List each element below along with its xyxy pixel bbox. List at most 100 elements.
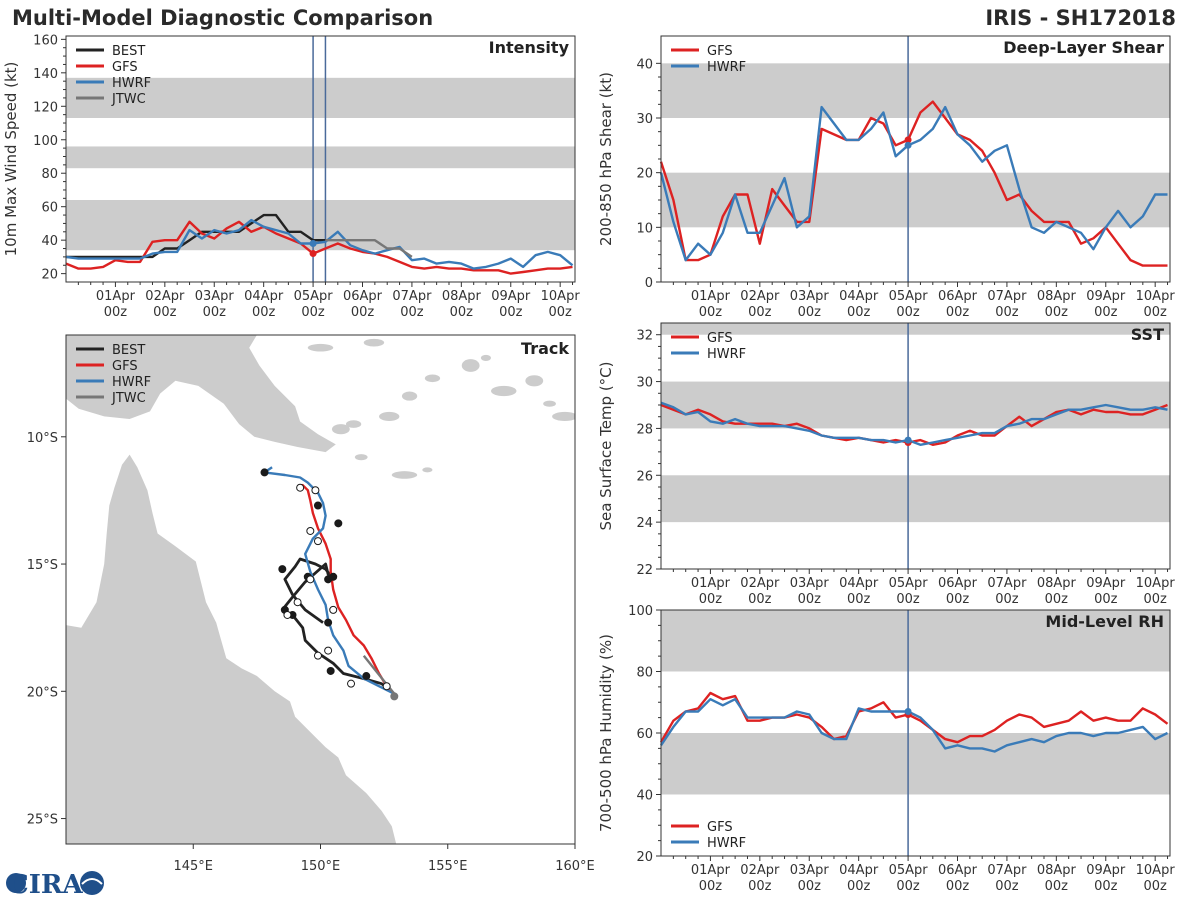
panel-title: Mid-Level RH (1045, 612, 1164, 631)
island (307, 343, 334, 352)
island (345, 420, 362, 428)
x-tick-hour: 00z (1045, 592, 1069, 607)
x-tick-day: 08Apr (442, 289, 482, 304)
lon-tick-label: 150°E (301, 859, 341, 874)
y-tick-label: 100 (628, 604, 653, 619)
series-line-gfs (65, 220, 573, 275)
y-tick-label: 20 (636, 167, 653, 182)
x-tick-hour: 00z (798, 305, 822, 320)
y-tick-label: 100 (33, 134, 58, 149)
track-marker (306, 526, 315, 535)
y-axis-label: 700-500 hPa Humidity (%) (597, 634, 615, 832)
lon-tick-label: 145°E (173, 859, 213, 874)
track-marker (329, 605, 338, 614)
legend-label: GFS (707, 331, 733, 346)
x-tick-hour: 00z (450, 305, 474, 320)
lon-tick-label: 155°E (428, 859, 468, 874)
y-tick-label: 140 (33, 67, 58, 82)
threshold-band (66, 146, 575, 169)
island (363, 338, 385, 347)
x-tick-hour: 00z (946, 592, 970, 607)
island (480, 354, 492, 361)
panel-title: Track (521, 339, 569, 358)
track-marker (334, 519, 343, 528)
x-tick-day: 09Apr (491, 289, 531, 304)
island (391, 471, 418, 479)
plot-frame (660, 609, 1171, 857)
y-tick-label: 80 (636, 666, 653, 681)
x-tick-hour: 00z (1045, 305, 1069, 320)
x-tick-day: 10Apr (541, 289, 581, 304)
plot-frame (660, 322, 1171, 570)
x-tick-hour: 00z (104, 305, 128, 320)
plot-frame (65, 35, 576, 283)
track-marker (260, 468, 269, 477)
track-marker (324, 646, 333, 655)
threshold-band (661, 381, 1170, 429)
x-tick-hour: 00z (699, 305, 723, 320)
island (379, 411, 400, 422)
legend-label: GFS (112, 60, 138, 75)
analysis-point-gfs (309, 250, 317, 258)
series-line-gfs (659, 100, 1168, 267)
x-tick-day: 06Apr (343, 289, 383, 304)
x-tick-day: 03Apr (790, 863, 830, 878)
track-marker (324, 618, 333, 627)
x-tick-hour: 00z (896, 305, 920, 320)
x-tick-hour: 00z (896, 592, 920, 607)
series-line-best (66, 213, 326, 259)
x-tick-hour: 00z (748, 592, 772, 607)
x-tick-day: 03Apr (195, 289, 235, 304)
y-tick-label: 60 (636, 727, 653, 742)
x-tick-hour: 00z (699, 592, 723, 607)
x-tick-hour: 00z (798, 879, 822, 894)
track-panel: 145°E 150°E 155°E 160°E 10°S 15°S 20°S 25°S Trac… (27, 334, 595, 874)
figure-title: Multi-Model Diagnostic Comparison (12, 6, 433, 30)
plot-area (661, 323, 1170, 569)
legend-label: GFS (112, 359, 138, 374)
x-tick-day: 01Apr (691, 863, 731, 878)
track-marker (382, 682, 391, 691)
track-line-best (280, 557, 396, 695)
x-tick-day: 04Apr (839, 289, 879, 304)
analysis-point-hwrf (904, 141, 912, 149)
track-marker (283, 610, 292, 619)
y-axis-label: 200-850 hPa Shear (kt) (597, 72, 615, 246)
intensity-panel: 2040608010012014016001Apr00z02Apr00z03Ap… (2, 33, 580, 320)
x-tick-day: 08Apr (1037, 863, 1077, 878)
track-marker (311, 486, 320, 495)
lat-tick-label: 10°S (27, 431, 58, 446)
island (354, 454, 368, 461)
y-tick-label: 0 (645, 276, 653, 291)
legend-label: JTWC (111, 92, 146, 107)
x-tick-hour: 00z (499, 305, 523, 320)
legend-label: JTWC (111, 391, 146, 406)
series-line-hwrf (65, 218, 574, 270)
legend-label: HWRF (112, 375, 151, 390)
x-tick-hour: 00z (748, 305, 772, 320)
y-tick-label: 20 (636, 850, 653, 865)
lon-tick-label: 160°E (555, 859, 595, 874)
x-tick-day: 04Apr (839, 863, 879, 878)
threshold-band (661, 475, 1170, 523)
threshold-band (661, 172, 1170, 228)
shear-panel: 01020304001Apr00z02Apr00z03Apr00z04Apr00… (597, 35, 1175, 320)
analysis-point-hwrf (309, 240, 317, 248)
x-tick-day: 04Apr (244, 289, 284, 304)
threshold-band (661, 323, 1170, 335)
y-axis-label: Sea Surface Temp (°C) (597, 361, 615, 530)
x-tick-day: 01Apr (691, 576, 731, 591)
x-tick-hour: 00z (548, 305, 572, 320)
y-tick-label: 40 (41, 234, 58, 249)
x-tick-day: 01Apr (96, 289, 136, 304)
track-marker (278, 565, 287, 574)
y-tick-label: 40 (636, 789, 653, 804)
island (552, 411, 575, 422)
x-tick-hour: 00z (252, 305, 276, 320)
x-tick-hour: 00z (1143, 879, 1167, 894)
x-tick-day: 07Apr (987, 289, 1027, 304)
cira-logo: CIRA (6, 870, 104, 900)
y-tick-label: 160 (33, 33, 58, 48)
x-tick-day: 09Apr (1086, 576, 1126, 591)
